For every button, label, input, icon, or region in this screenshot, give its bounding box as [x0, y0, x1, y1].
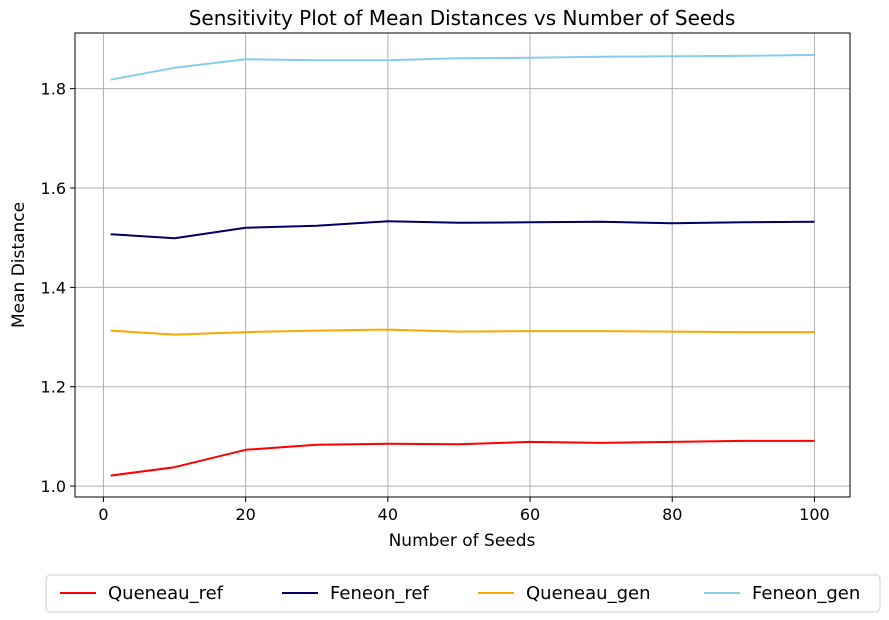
series-lines: [110, 53, 815, 477]
legend-label: Queneau_ref: [108, 583, 224, 604]
y-axis-label: Mean Distance: [9, 202, 29, 328]
y-tick-label: 1.4: [41, 278, 66, 297]
legend: Queneau_ref Feneon_ref Queneau_gen Feneon_g…: [45, 574, 881, 613]
legend-frame: [45, 574, 881, 613]
series-line-queneau-gen: [110, 328, 815, 336]
chart-title: Sensitivity Plot of Mean Distances vs Nu…: [189, 6, 736, 30]
x-axis-label: Number of Seeds: [389, 531, 536, 551]
grid: [75, 33, 850, 497]
y-tick-label: 1.6: [41, 179, 66, 198]
x-tick-label: 60: [520, 505, 540, 524]
legend-label: Queneau_gen: [526, 583, 650, 604]
plot-area: [74, 32, 851, 498]
x-tick-label: 0: [98, 505, 108, 524]
series-line-queneau-ref: [110, 439, 815, 477]
series-line-feneon-ref: [110, 220, 815, 240]
legend-label: Feneon_gen: [752, 583, 860, 604]
x-tick-label: 80: [662, 505, 682, 524]
y-tick-label: 1.8: [41, 80, 66, 99]
x-tick-label: 20: [235, 505, 255, 524]
x-tick-label: 100: [799, 505, 830, 524]
x-axis: 0 20 40 60 80 100: [98, 497, 830, 524]
y-tick-label: 1.0: [41, 477, 66, 496]
legend-label: Feneon_ref: [330, 583, 429, 604]
y-axis: 1.0 1.2 1.4 1.6 1.8: [41, 80, 75, 496]
x-tick-label: 40: [378, 505, 398, 524]
series-line-feneon-gen: [110, 53, 815, 81]
y-tick-label: 1.2: [41, 378, 66, 397]
